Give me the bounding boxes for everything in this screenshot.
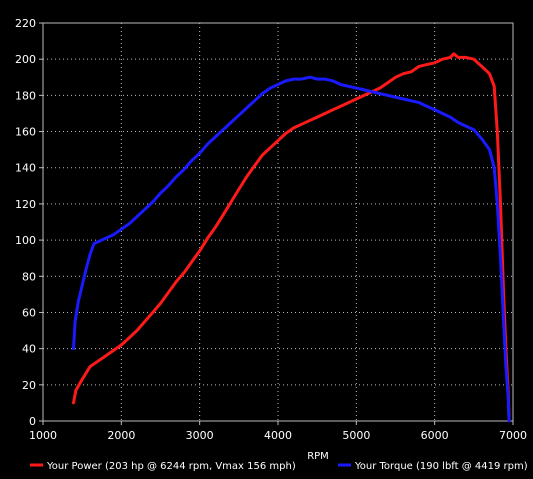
x-tick-label: 7000: [499, 429, 527, 442]
legend-item-torque: Your Torque (190 lbft @ 4419 rpm): [338, 461, 528, 472]
torque-curve: [72, 75, 511, 423]
y-tick-label: 180: [15, 89, 36, 102]
y-tick-label: 80: [22, 270, 36, 283]
x-tick-label: 5000: [342, 429, 370, 442]
x-tick-label: 1000: [29, 429, 57, 442]
legend: Your Power (203 hp @ 6244 rpm, Vmax 156 …: [30, 461, 528, 472]
y-tick-label: 160: [15, 126, 36, 139]
x-axis-label: RPM: [307, 451, 329, 462]
y-tick-label: 100: [15, 234, 36, 247]
y-tick-label: 20: [22, 379, 36, 392]
y-tick-label: 220: [15, 17, 36, 30]
y-tick-label: 60: [22, 306, 36, 319]
y-tick-label: 120: [15, 198, 36, 211]
y-tick-label: 40: [22, 343, 36, 356]
legend-item-power: Your Power (203 hp @ 6244 rpm, Vmax 156 …: [30, 461, 296, 472]
series-lines: [72, 52, 511, 423]
x-axis-ticks: 1000 2000 3000 4000 5000 6000 7000: [29, 421, 527, 442]
x-tick-label: 3000: [186, 429, 214, 442]
legend-label: Your Power (203 hp @ 6244 rpm, Vmax 156 …: [46, 461, 296, 472]
x-tick-label: 6000: [421, 429, 449, 442]
power-curve: [72, 52, 511, 423]
x-tick-label: 4000: [264, 429, 292, 442]
legend-label: Your Torque (190 lbft @ 4419 rpm): [354, 461, 528, 472]
plot-area: [42, 22, 514, 422]
x-tick-label: 2000: [107, 429, 135, 442]
y-tick-label: 0: [29, 415, 36, 428]
y-tick-label: 200: [15, 53, 36, 66]
y-axis-ticks: 0 20 40 60 80 100 120 140 160 180 200 220: [15, 17, 43, 428]
y-tick-label: 140: [15, 162, 36, 175]
